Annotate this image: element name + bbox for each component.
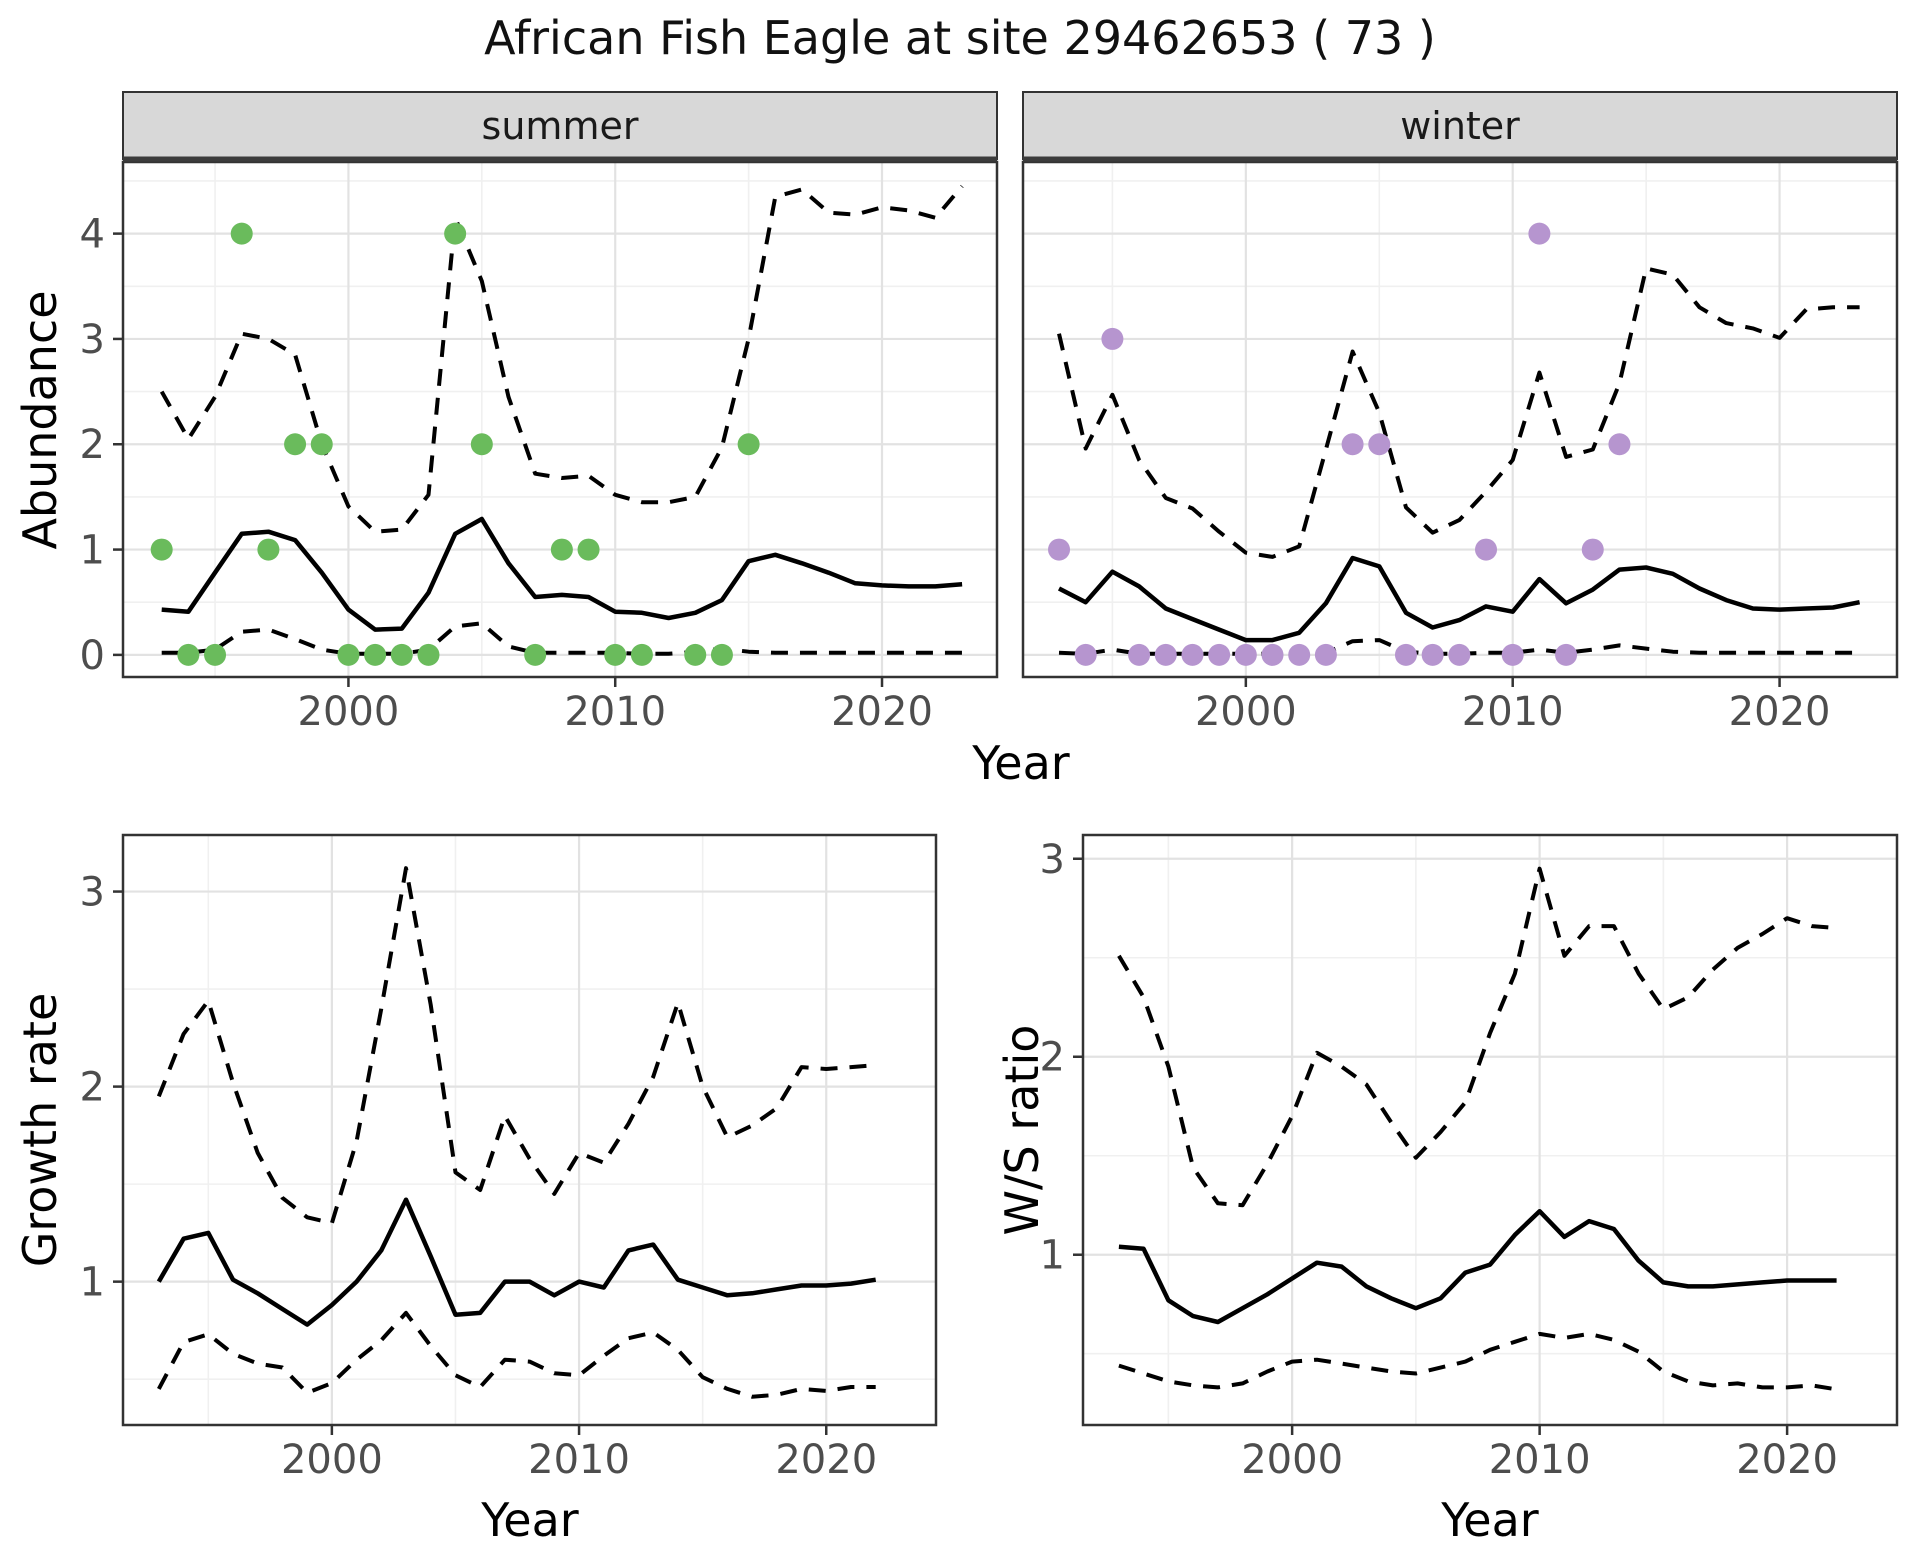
x-axis-title-year-top: Year xyxy=(972,736,1070,790)
abundance-summer-obs-point xyxy=(524,643,547,666)
ws-ratio-x-tick-label: 2000 xyxy=(1241,1437,1343,1483)
abundance-winter-obs-point xyxy=(1555,643,1578,666)
abundance-summer-obs-point xyxy=(630,643,653,666)
abundance-summer-panel-bg xyxy=(123,162,997,677)
ws-ratio-panel-bg xyxy=(1083,835,1897,1425)
y-axis-title-growth-rate: Growth rate xyxy=(13,992,67,1268)
abundance-winter-obs-point xyxy=(1528,222,1551,245)
x-axis-title-year-growth: Year xyxy=(481,1493,579,1547)
abundance-winter-obs-point xyxy=(1448,643,1471,666)
facet-strip-label-winter: winter xyxy=(1400,104,1520,148)
abundance-summer-obs-point xyxy=(177,643,200,666)
abundance-summer-obs-point xyxy=(257,538,280,561)
abundance-summer-obs-point xyxy=(577,538,600,561)
abundance-summer-obs-point xyxy=(390,643,413,666)
abundance-summer-obs-point xyxy=(684,643,707,666)
abundance-winter-panel-border xyxy=(1021,160,1899,679)
abundance-winter-obs-point xyxy=(1368,433,1391,456)
abundance-winter-x-tick-label: 2020 xyxy=(1729,689,1831,735)
abundance-summer-y-tick-label: 0 xyxy=(80,633,105,679)
abundance-winter-obs-point xyxy=(1608,433,1631,456)
x-axis-title-year-ws: Year xyxy=(1441,1493,1539,1547)
ws-ratio-upper-ci-line xyxy=(1117,866,1837,1208)
abundance-winter-x-tick-label: 2000 xyxy=(1195,689,1297,735)
abundance-summer-obs-point xyxy=(604,643,627,666)
abundance-summer-obs-point xyxy=(550,538,573,561)
abundance-summer-x-tick-label: 2010 xyxy=(564,689,666,735)
abundance-winter-obs-point xyxy=(1261,643,1284,666)
abundance-winter-x-tick-label: 2010 xyxy=(1462,689,1564,735)
abundance-winter-obs-point xyxy=(1581,538,1604,561)
abundance-summer-obs-point xyxy=(470,433,493,456)
abundance-summer-x-tick-label: 2020 xyxy=(831,689,933,735)
y-axis-title-ws-ratio: W/S ratio xyxy=(995,1024,1049,1236)
abundance-winter-obs-point xyxy=(1208,643,1231,666)
growth-rate-median-line xyxy=(156,1197,877,1327)
abundance-winter-obs-point xyxy=(1234,643,1257,666)
ws-ratio-x-tick-label: 2020 xyxy=(1736,1437,1838,1483)
ws-ratio-median-line xyxy=(1118,1208,1837,1325)
growth-rate-y-tick-label: 3 xyxy=(80,870,105,916)
abundance-summer-median-line xyxy=(161,516,963,632)
abundance-summer-obs-point xyxy=(204,643,227,666)
abundance-summer-obs-point xyxy=(737,433,760,456)
abundance-winter-obs-point xyxy=(1074,643,1097,666)
y-axis-title-abundance: Abundance xyxy=(13,290,67,550)
abundance-winter-median-line xyxy=(1057,555,1861,643)
abundance-summer-obs-point xyxy=(444,222,467,245)
ws-ratio-x-tick-label: 2010 xyxy=(1489,1437,1591,1483)
abundance-summer-y-tick-label: 2 xyxy=(80,422,105,468)
growth-rate-x-tick-label: 2020 xyxy=(775,1437,877,1483)
abundance-summer-obs-point xyxy=(710,643,733,666)
abundance-summer-obs-point xyxy=(417,643,440,666)
abundance-summer-obs-point xyxy=(150,538,173,561)
growth-rate-panel-border xyxy=(121,833,938,1427)
growth-rate-x-tick-label: 2010 xyxy=(528,1437,630,1483)
abundance-summer-y-tick-label: 1 xyxy=(80,528,105,574)
abundance-winter-upper-ci-line xyxy=(1057,266,1860,559)
abundance-winter-obs-point xyxy=(1475,538,1498,561)
abundance-winter-obs-point xyxy=(1501,643,1524,666)
abundance-winter-obs-point xyxy=(1128,643,1151,666)
abundance-winter-obs-point xyxy=(1181,643,1204,666)
ws-ratio-lower-ci-line xyxy=(1118,1331,1837,1392)
abundance-summer-y-tick-label: 4 xyxy=(80,212,105,258)
growth-rate-lower-ci-line xyxy=(157,1310,876,1399)
ws-ratio-y-tick-label: 1 xyxy=(1040,1233,1065,1279)
abundance-summer-upper-ci-line xyxy=(159,184,964,534)
abundance-summer-obs-point xyxy=(364,643,387,666)
growth-rate-y-tick-label: 1 xyxy=(80,1260,105,1306)
ws-ratio-y-tick-label: 2 xyxy=(1040,1035,1065,1081)
abundance-summer-obs-point xyxy=(284,433,307,456)
abundance-winter-obs-point xyxy=(1101,327,1124,350)
abundance-summer-obs-point xyxy=(337,643,360,666)
growth-rate-y-tick-label: 2 xyxy=(80,1065,105,1111)
abundance-winter-obs-point xyxy=(1048,538,1071,561)
abundance-winter-panel-bg xyxy=(1023,162,1897,677)
facet-strip-label-summer: summer xyxy=(481,104,639,148)
abundance-winter-obs-point xyxy=(1288,643,1311,666)
ws-ratio-panel-border xyxy=(1081,833,1899,1427)
abundance-summer-y-tick-label: 3 xyxy=(80,317,105,363)
abundance-summer-obs-point xyxy=(310,433,333,456)
abundance-summer-obs-point xyxy=(230,222,253,245)
abundance-summer-x-tick-label: 2000 xyxy=(298,689,400,735)
abundance-winter-obs-point xyxy=(1154,643,1177,666)
ws-ratio-y-tick-label: 3 xyxy=(1040,837,1065,883)
growth-rate-panel-bg xyxy=(123,835,936,1425)
abundance-winter-lower-ci-line xyxy=(1058,638,1860,656)
abundance-summer-panel-border xyxy=(121,160,999,679)
abundance-winter-obs-point xyxy=(1421,643,1444,666)
abundance-winter-obs-point xyxy=(1394,643,1417,666)
growth-rate-x-tick-label: 2000 xyxy=(281,1437,383,1483)
abundance-winter-obs-point xyxy=(1341,433,1364,456)
abundance-winter-obs-point xyxy=(1314,643,1337,666)
abundance-winter-facet-strip xyxy=(1022,91,1898,160)
page-title: African Fish Eagle at site 29462653 ( 73… xyxy=(484,11,1436,65)
